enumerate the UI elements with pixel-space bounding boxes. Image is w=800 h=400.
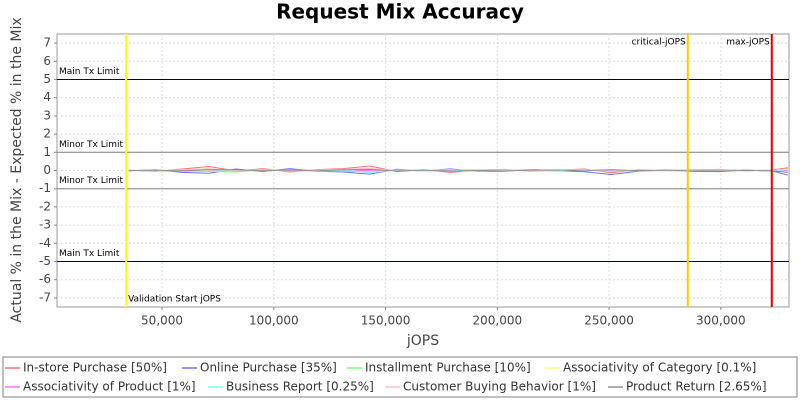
limit-label: Minor Tx Limit [59, 176, 124, 186]
limit-label: Minor Tx Limit [59, 140, 124, 150]
y-tick-label: 2 [43, 127, 51, 141]
legend-label: Associativity of Product [1%] [23, 380, 196, 394]
x-tick-label: 100,000 [249, 314, 299, 328]
y-tick-label: 5 [43, 72, 51, 86]
chart-title: Request Mix Accuracy [276, 0, 524, 24]
y-tick-label: 7 [43, 36, 51, 50]
y-tick-label: -5 [39, 254, 51, 268]
legend-label: Online Purchase [35%] [200, 361, 337, 375]
x-tick-label: 200,000 [473, 314, 523, 328]
marker-label: max-jOPS [726, 38, 770, 48]
legend-label: Customer Buying Behavior [1%] [403, 380, 596, 394]
legend-label: Product Return [2.65%] [626, 380, 767, 394]
x-axis-label: jOPS [406, 333, 439, 349]
limit-label: Main Tx Limit [59, 249, 120, 259]
x-tick-label: 150,000 [361, 314, 411, 328]
y-tick-label: 4 [43, 90, 51, 104]
legend-label: In-store Purchase [50%] [23, 361, 167, 375]
y-tick-label: -1 [39, 181, 51, 195]
y-tick-label: -4 [39, 236, 51, 250]
y-tick-label: 3 [43, 108, 51, 122]
limit-label: Main Tx Limit [59, 67, 120, 77]
y-tick-label: 0 [43, 163, 51, 177]
y-axis-label: Actual % in the Mix - Expected % in the … [9, 17, 25, 322]
legend-box [2, 356, 798, 398]
x-tick-label: 250,000 [584, 314, 634, 328]
x-tick-label: 300,000 [696, 314, 746, 328]
y-tick-label: 1 [43, 145, 51, 159]
x-tick-label: 50,000 [141, 314, 183, 328]
y-tick-label: 6 [43, 54, 51, 68]
marker-label: Validation Start jOPS [128, 295, 221, 305]
marker-label: critical-jOPS [632, 38, 686, 48]
y-tick-label: -2 [39, 199, 51, 213]
y-tick-label: -7 [39, 290, 51, 304]
y-tick-label: -6 [39, 272, 51, 286]
legend-label: Associativity of Category [0.1%] [563, 361, 756, 375]
legend-label: Installment Purchase [10%] [365, 361, 531, 375]
legend-label: Business Report [0.25%] [226, 380, 374, 394]
y-tick-label: -3 [39, 218, 51, 232]
